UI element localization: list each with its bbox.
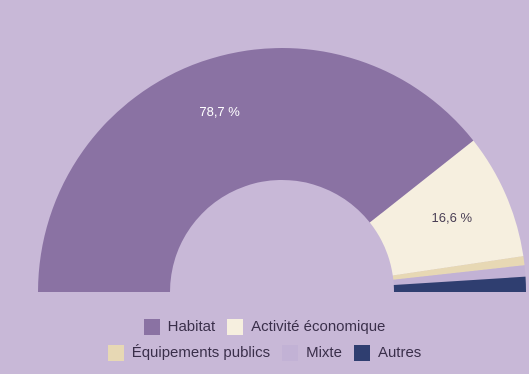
legend-swatch-mixte [282,344,299,361]
legend-row-1: Habitat Activité économique [0,318,529,335]
legend-item-activite-economique: Activité économique [227,318,385,335]
legend-item-mixte: Mixte [282,344,342,361]
slice-autres [393,276,526,292]
slice-equipements-publics [392,256,525,280]
legend-item-autres: Autres [353,344,422,361]
legend-label-activite-economique: Activité économique [251,318,386,335]
data-label-habitat: 78,7 % [199,104,240,119]
legend-item-habitat: Habitat [143,318,216,335]
legend-label-equipements-publics: Équipements publics [131,344,271,361]
legend-swatch-activite-economique [227,318,244,335]
legend-item-equipements-publics: Équipements publics [107,344,271,361]
slice-mixte [393,265,526,285]
legend-label-habitat: Habitat [167,318,216,335]
legend-label-autres: Autres [377,344,422,361]
legend-swatch-autres [353,344,370,361]
slice-habitat [38,48,474,293]
legend-row-2: Équipements publics Mixte Autres [0,344,529,361]
legend-swatch-equipements-publics [107,344,124,361]
data-label-activite-economique: 16,6 % [432,210,473,225]
legend-label-mixte: Mixte [306,344,342,361]
legend-swatch-habitat [143,318,160,335]
slice-activite-economique [369,140,524,276]
